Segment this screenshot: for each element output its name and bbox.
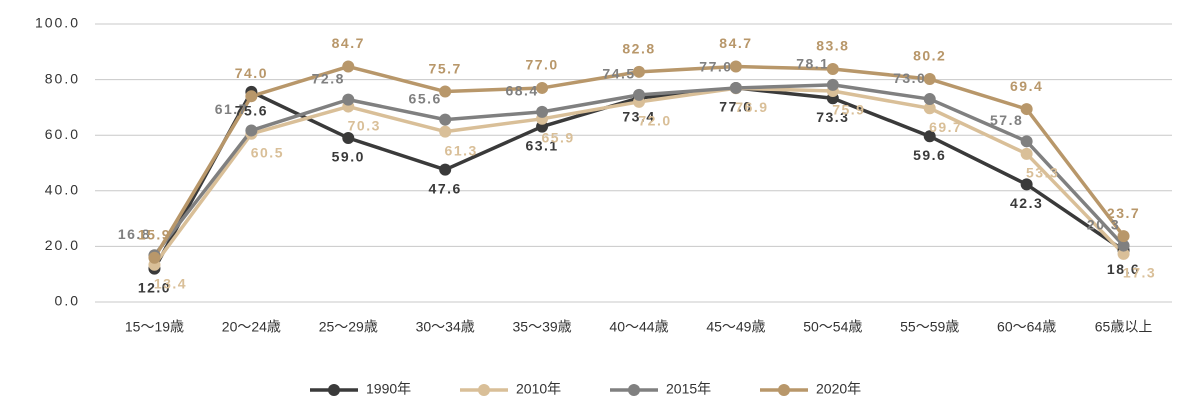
data-point <box>1020 135 1033 148</box>
value-label: 78.1 <box>796 56 829 72</box>
value-label: 84.7 <box>332 35 365 51</box>
x-tick-label: 20〜24歳 <box>222 319 281 335</box>
data-point <box>439 85 452 98</box>
data-point <box>729 81 742 94</box>
value-label: 75.7 <box>429 60 462 76</box>
value-label: 73.4 <box>622 109 655 125</box>
value-label: 68.4 <box>505 83 538 99</box>
value-label: 57.8 <box>990 112 1023 128</box>
value-label: 75.6 <box>235 103 268 119</box>
value-label: 61.7 <box>215 101 248 117</box>
value-label: 72.0 <box>638 113 671 129</box>
x-tick-label: 65歳以上 <box>1095 319 1153 335</box>
value-label: 84.7 <box>719 35 752 51</box>
legend-label: 2020年 <box>816 381 861 397</box>
x-tick-label: 45〜49歳 <box>706 319 765 335</box>
value-label: 69.4 <box>1010 78 1043 94</box>
data-point <box>633 88 645 101</box>
data-point <box>439 125 452 138</box>
data-point <box>1020 103 1033 116</box>
value-label: 59.6 <box>913 147 946 163</box>
value-label: 72.8 <box>312 70 345 86</box>
legend-marker <box>778 384 790 396</box>
value-label: 20.3 <box>1087 216 1120 232</box>
y-tick-label: 0.0 <box>55 293 80 309</box>
data-point <box>1020 178 1033 191</box>
x-tick-label: 35〜39歳 <box>513 319 572 335</box>
legend-label: 1990年 <box>366 381 411 397</box>
value-label: 76.9 <box>735 99 768 115</box>
value-label: 74.0 <box>235 65 268 81</box>
data-point <box>826 78 839 91</box>
data-point <box>923 73 936 86</box>
x-tick-label: 40〜44歳 <box>609 319 668 335</box>
data-point <box>245 124 258 137</box>
y-tick-label: 20.0 <box>45 237 80 253</box>
value-label: 16.8 <box>118 226 151 242</box>
data-point <box>1117 247 1130 260</box>
value-label: 53.3 <box>1026 165 1059 181</box>
x-tick-label: 55〜59歳 <box>900 319 959 335</box>
value-label: 63.1 <box>525 137 558 153</box>
data-point <box>342 131 355 144</box>
value-label: 69.7 <box>929 119 962 135</box>
y-tick-label: 100.0 <box>35 15 80 31</box>
data-point <box>536 81 549 94</box>
data-point <box>729 60 742 73</box>
data-point <box>1117 239 1130 252</box>
data-point <box>923 93 936 106</box>
data-point <box>1117 230 1130 243</box>
data-point <box>923 102 936 115</box>
value-label: 70.3 <box>348 117 381 133</box>
data-point <box>439 113 452 126</box>
value-label: 47.6 <box>429 180 462 196</box>
data-point <box>1020 147 1033 160</box>
x-tick-label: 15〜19歳 <box>125 319 184 335</box>
legend-marker <box>478 384 490 396</box>
data-point <box>439 163 452 176</box>
value-label: 13.4 <box>154 275 187 291</box>
value-label: 82.8 <box>622 41 655 57</box>
x-tick-label: 30〜34歳 <box>416 319 475 335</box>
value-label: 75.9 <box>832 102 865 118</box>
data-point <box>342 93 355 106</box>
value-label: 65.9 <box>541 130 574 146</box>
legend-label: 2010年 <box>516 381 561 397</box>
value-label: 65.6 <box>409 90 442 106</box>
data-point <box>923 130 936 143</box>
data-point <box>826 63 839 76</box>
value-label: 73.0 <box>893 70 926 86</box>
data-point <box>342 60 355 73</box>
value-label: 23.7 <box>1107 205 1140 221</box>
value-label: 61.3 <box>445 142 478 158</box>
value-label: 60.5 <box>251 145 284 161</box>
y-tick-label: 80.0 <box>45 70 80 86</box>
legend-marker <box>628 384 640 396</box>
data-point <box>536 105 549 118</box>
y-tick-label: 60.0 <box>45 126 80 142</box>
value-label: 77.0 <box>525 57 558 73</box>
value-label: 59.0 <box>332 149 365 165</box>
value-label: 17.3 <box>1123 265 1156 281</box>
x-tick-label: 60〜64歳 <box>997 319 1056 335</box>
legend-label: 2015年 <box>666 381 711 397</box>
value-label: 77.0 <box>699 59 732 75</box>
data-point <box>148 251 161 264</box>
value-label: 80.2 <box>913 48 946 64</box>
value-label: 42.3 <box>1010 195 1043 211</box>
value-label: 15.9 <box>138 227 171 243</box>
value-label: 73.3 <box>816 109 849 125</box>
y-tick-label: 40.0 <box>45 182 80 198</box>
data-point <box>245 90 258 103</box>
legend-marker <box>328 384 340 396</box>
value-label: 77.0 <box>719 99 752 115</box>
x-tick-label: 25〜29歳 <box>319 319 378 335</box>
x-tick-label: 50〜54歳 <box>803 319 862 335</box>
value-label: 83.8 <box>816 38 849 54</box>
value-label: 12.0 <box>138 279 171 295</box>
value-label: 74.5 <box>602 66 635 82</box>
value-label: 18.6 <box>1107 261 1140 277</box>
data-point <box>633 65 645 78</box>
